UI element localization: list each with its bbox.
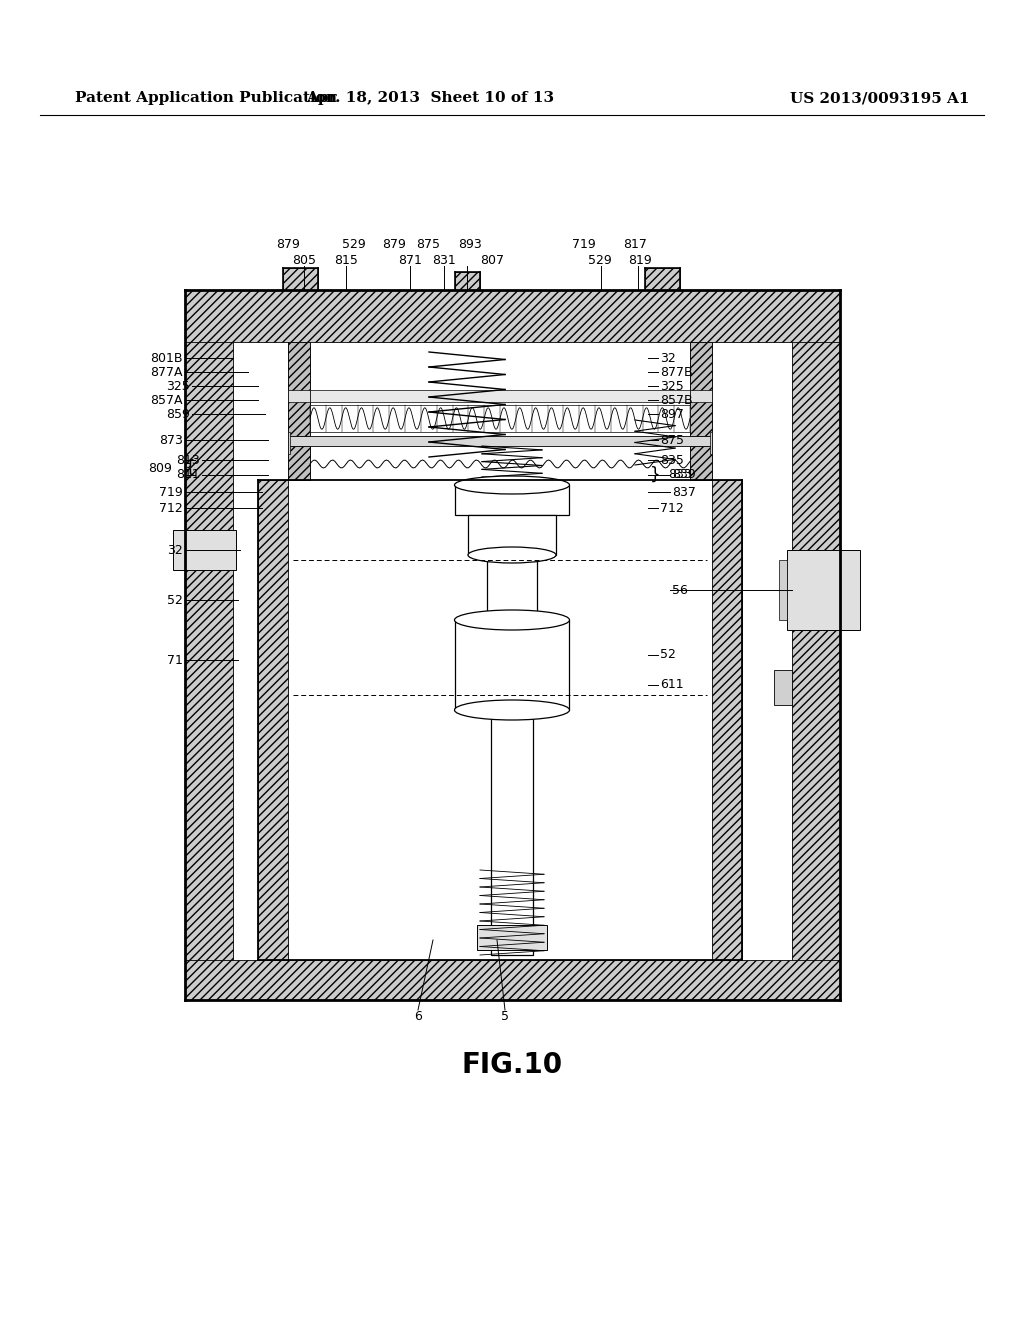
Text: 5: 5 bbox=[501, 1010, 509, 1023]
Text: 879: 879 bbox=[276, 239, 300, 252]
Text: 873: 873 bbox=[159, 433, 183, 446]
Text: 712: 712 bbox=[660, 502, 684, 515]
Text: 712: 712 bbox=[160, 502, 183, 515]
Bar bbox=[710, 432, 712, 454]
Bar bbox=[173, 531, 236, 570]
Text: 815: 815 bbox=[334, 253, 358, 267]
Text: 831: 831 bbox=[432, 253, 456, 267]
Text: 875: 875 bbox=[416, 239, 440, 252]
Text: 529: 529 bbox=[588, 253, 612, 267]
Text: 6: 6 bbox=[414, 1010, 422, 1023]
Text: 817: 817 bbox=[623, 239, 647, 252]
Ellipse shape bbox=[468, 546, 556, 564]
Text: 877B: 877B bbox=[660, 366, 692, 379]
Text: Patent Application Publication: Patent Application Publication bbox=[75, 91, 337, 106]
Bar bbox=[185, 290, 840, 342]
Text: 835: 835 bbox=[660, 454, 684, 466]
Bar bbox=[185, 960, 840, 1001]
Text: }: } bbox=[650, 466, 660, 484]
Bar bbox=[283, 268, 318, 290]
Text: US 2013/0093195 A1: US 2013/0093195 A1 bbox=[790, 91, 970, 106]
Text: 807: 807 bbox=[480, 253, 504, 267]
Bar bbox=[455, 272, 480, 290]
Text: 805: 805 bbox=[292, 253, 316, 267]
Text: 325: 325 bbox=[660, 380, 684, 392]
Ellipse shape bbox=[455, 477, 569, 494]
Bar bbox=[690, 389, 712, 403]
Text: {: { bbox=[185, 459, 196, 477]
Bar bbox=[455, 620, 569, 710]
Text: 897: 897 bbox=[660, 408, 684, 421]
Text: 879: 879 bbox=[382, 239, 406, 252]
Bar bbox=[288, 342, 310, 480]
Text: 859: 859 bbox=[166, 408, 190, 421]
Bar bbox=[185, 290, 233, 1001]
Bar bbox=[487, 554, 537, 620]
Bar bbox=[792, 290, 840, 1001]
Text: 32: 32 bbox=[660, 351, 676, 364]
Bar bbox=[288, 342, 310, 436]
Ellipse shape bbox=[455, 700, 569, 719]
Text: 811: 811 bbox=[176, 469, 200, 482]
Bar bbox=[288, 432, 290, 454]
Ellipse shape bbox=[455, 610, 569, 630]
Text: 857B: 857B bbox=[660, 393, 692, 407]
Text: 52: 52 bbox=[167, 594, 183, 606]
Text: 833: 833 bbox=[668, 469, 692, 482]
Bar bbox=[490, 710, 534, 954]
Bar bbox=[690, 446, 712, 480]
Text: 875: 875 bbox=[660, 433, 684, 446]
Text: 857A: 857A bbox=[151, 393, 183, 407]
Bar bbox=[690, 342, 712, 436]
Text: 52: 52 bbox=[660, 648, 676, 661]
Text: 839: 839 bbox=[672, 469, 695, 482]
Bar bbox=[645, 268, 680, 290]
Bar bbox=[310, 389, 690, 403]
Text: 325: 325 bbox=[166, 380, 190, 392]
Text: 819: 819 bbox=[628, 253, 652, 267]
Bar bbox=[310, 405, 690, 432]
Text: Apr. 18, 2013  Sheet 10 of 13: Apr. 18, 2013 Sheet 10 of 13 bbox=[306, 91, 554, 106]
Text: 871: 871 bbox=[398, 253, 422, 267]
Bar bbox=[288, 436, 712, 446]
Bar bbox=[690, 342, 712, 480]
Text: 719: 719 bbox=[160, 486, 183, 499]
Bar bbox=[477, 925, 547, 950]
Text: 32: 32 bbox=[167, 544, 183, 557]
Bar bbox=[468, 515, 556, 554]
Bar bbox=[787, 550, 860, 630]
Bar bbox=[455, 484, 569, 515]
Bar bbox=[774, 671, 792, 705]
Text: 877A: 877A bbox=[151, 366, 183, 379]
Bar bbox=[779, 560, 787, 620]
Bar bbox=[288, 389, 310, 403]
Bar bbox=[288, 446, 310, 480]
Text: 809: 809 bbox=[148, 462, 172, 474]
Text: 719: 719 bbox=[572, 239, 596, 252]
Text: 71: 71 bbox=[167, 653, 183, 667]
Text: 611: 611 bbox=[660, 678, 684, 692]
Text: 56: 56 bbox=[672, 583, 688, 597]
Text: 813: 813 bbox=[176, 454, 200, 466]
Text: 893: 893 bbox=[458, 239, 482, 252]
Text: 837: 837 bbox=[672, 486, 696, 499]
Text: FIG.10: FIG.10 bbox=[462, 1051, 562, 1078]
Bar bbox=[258, 480, 288, 960]
Text: 801B: 801B bbox=[151, 351, 183, 364]
Text: 529: 529 bbox=[342, 239, 366, 252]
Bar bbox=[712, 480, 742, 960]
